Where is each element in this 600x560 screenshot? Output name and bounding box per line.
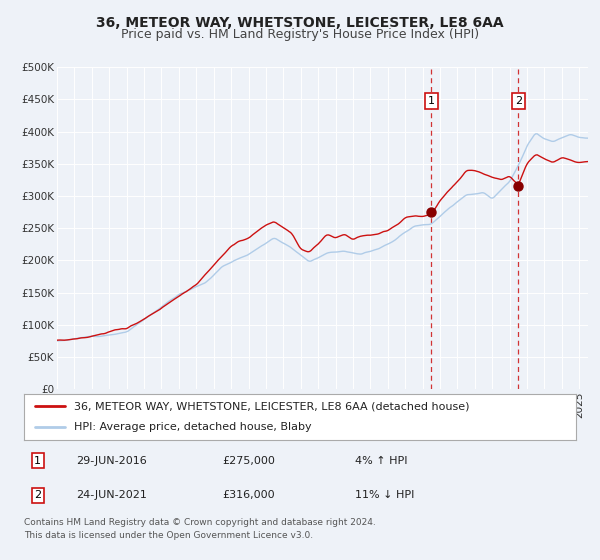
Text: Contains HM Land Registry data © Crown copyright and database right 2024.: Contains HM Land Registry data © Crown c… — [24, 518, 376, 527]
Text: 36, METEOR WAY, WHETSTONE, LEICESTER, LE8 6AA: 36, METEOR WAY, WHETSTONE, LEICESTER, LE… — [96, 16, 504, 30]
Text: 24-JUN-2021: 24-JUN-2021 — [76, 490, 148, 500]
Text: 2: 2 — [515, 96, 522, 106]
Text: 36, METEOR WAY, WHETSTONE, LEICESTER, LE8 6AA (detached house): 36, METEOR WAY, WHETSTONE, LEICESTER, LE… — [74, 401, 469, 411]
Text: 4% ↑ HPI: 4% ↑ HPI — [355, 456, 408, 466]
Text: £275,000: £275,000 — [223, 456, 275, 466]
Text: 2: 2 — [34, 490, 41, 500]
Text: 1: 1 — [34, 456, 41, 466]
Text: £316,000: £316,000 — [223, 490, 275, 500]
Text: 29-JUN-2016: 29-JUN-2016 — [76, 456, 147, 466]
Text: 1: 1 — [428, 96, 435, 106]
Text: Price paid vs. HM Land Registry's House Price Index (HPI): Price paid vs. HM Land Registry's House … — [121, 28, 479, 41]
Text: HPI: Average price, detached house, Blaby: HPI: Average price, detached house, Blab… — [74, 422, 311, 432]
Text: 11% ↓ HPI: 11% ↓ HPI — [355, 490, 415, 500]
Text: This data is licensed under the Open Government Licence v3.0.: This data is licensed under the Open Gov… — [24, 531, 313, 540]
